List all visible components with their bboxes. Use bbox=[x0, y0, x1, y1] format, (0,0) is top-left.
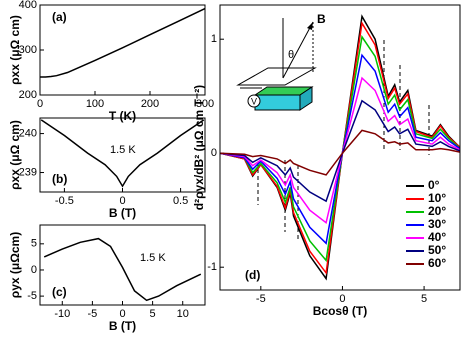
legend-label: 50° bbox=[428, 243, 446, 257]
y-tick-label: 400 bbox=[19, 0, 37, 11]
annotation: 1.5 K bbox=[110, 144, 136, 156]
x-axis-label: B (T) bbox=[109, 206, 136, 220]
x-tick-label: 100 bbox=[86, 98, 104, 110]
x-tick-label: 0 bbox=[119, 195, 125, 207]
field-arrow bbox=[282, 21, 314, 79]
legend-label: 0° bbox=[428, 178, 440, 192]
plot-frame bbox=[39, 117, 206, 193]
x-tick-label: 0 bbox=[37, 98, 43, 110]
y-tick-label: -5 bbox=[27, 290, 37, 302]
plot-frame bbox=[219, 4, 461, 291]
arrow-head bbox=[307, 22, 313, 30]
y-tick-label: 239 bbox=[19, 166, 37, 178]
annotation: 1.5 K bbox=[140, 252, 166, 264]
x-tick-label: -5 bbox=[87, 308, 97, 320]
y-tick-label: 5 bbox=[31, 238, 37, 250]
field-label: B bbox=[317, 12, 326, 26]
data-line bbox=[40, 7, 206, 78]
plane bbox=[236, 67, 317, 86]
inset-diagram: B θ V bbox=[236, 12, 326, 111]
voltmeter bbox=[247, 94, 261, 108]
x-tick-label: 5 bbox=[421, 293, 427, 305]
panel: -10 -5 0 5 10 -5 0 5 (c) 1.5 K B (T) ρyx (μΩcm) bbox=[8, 224, 206, 333]
data-line bbox=[219, 14, 461, 281]
legend-label: 40° bbox=[428, 230, 446, 244]
panel: -0.5 0 0.5 239 240 (b) 1.5 K B (T) ρxx (μΩ cm) bbox=[8, 117, 206, 220]
legend-label: 20° bbox=[428, 204, 446, 218]
x-tick-label: -0.5 bbox=[55, 195, 74, 207]
data-line bbox=[40, 119, 205, 188]
x-tick-label: 5 bbox=[150, 308, 156, 320]
x-axis-label: Bcosθ (T) bbox=[313, 304, 368, 318]
sample-front bbox=[254, 94, 301, 111]
panel-label: (c) bbox=[52, 285, 67, 299]
data-line bbox=[219, 129, 461, 176]
y-tick-label: 300 bbox=[19, 44, 37, 56]
panel: -5 0 5 -1 0 1 (d) Bcosθ (T) d²ρyx/dB² (μΩ cm T⁻²… bbox=[192, 4, 461, 318]
y-axis-label: ρxx (μΩ cm) bbox=[8, 120, 22, 190]
voltage-label: V bbox=[251, 96, 257, 106]
data-line bbox=[219, 99, 461, 203]
x-tick-label: 0 bbox=[339, 293, 345, 305]
data-line bbox=[219, 76, 461, 225]
legend-label: 10° bbox=[428, 191, 446, 205]
data-line bbox=[43, 237, 202, 302]
x-axis-label: T (K) bbox=[109, 109, 136, 123]
y-tick-label: -1 bbox=[207, 261, 217, 273]
y-tick-label: 200 bbox=[19, 89, 37, 101]
data-line bbox=[219, 53, 461, 245]
y-tick-label: 0 bbox=[211, 147, 217, 159]
angle-label: θ bbox=[288, 49, 294, 61]
x-tick-label: 10 bbox=[177, 308, 189, 320]
y-tick-label: 240 bbox=[19, 127, 37, 139]
panel-label: (b) bbox=[52, 172, 67, 186]
plot-frame bbox=[39, 4, 206, 96]
y-axis-label: ρxx (μΩ cm) bbox=[8, 15, 22, 85]
x-tick-label: 0 bbox=[119, 308, 125, 320]
legend-label: 60° bbox=[428, 256, 446, 270]
x-tick-label: 200 bbox=[141, 98, 159, 110]
y-tick-label: 1 bbox=[211, 33, 217, 45]
sample-side bbox=[299, 86, 313, 111]
x-tick-label: 300 bbox=[196, 98, 214, 110]
data-line bbox=[219, 34, 461, 263]
x-tick-label: -10 bbox=[54, 308, 70, 320]
y-tick-label: 0 bbox=[31, 264, 37, 276]
panel: 0 100 200 300 200 300 400 (a) T (K) ρxx (μΩ cm) bbox=[8, 0, 214, 123]
data-line bbox=[219, 21, 461, 275]
x-tick-label: 0.5 bbox=[173, 195, 188, 207]
y-axis-label: d²ρyx/dB² (μΩ cm T⁻²) bbox=[192, 85, 206, 210]
y-axis-label: ρyx (μΩcm) bbox=[8, 232, 22, 298]
legend-label: 30° bbox=[428, 217, 446, 231]
plot-frame bbox=[39, 224, 206, 306]
x-axis-label: B (T) bbox=[109, 319, 136, 333]
x-tick-label: -5 bbox=[256, 293, 266, 305]
panel-label: (a) bbox=[52, 10, 67, 24]
panel-label: (d) bbox=[245, 268, 260, 282]
guide-lines bbox=[257, 40, 430, 242]
